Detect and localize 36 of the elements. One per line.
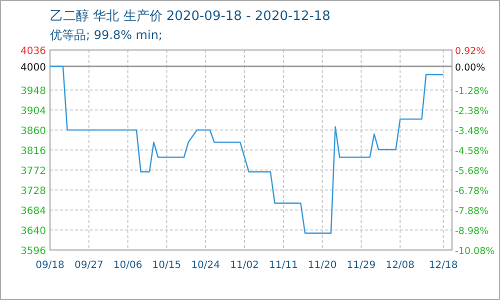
y2-tick-label: 0.92% (455, 46, 486, 57)
y2-tick-label: 0.00% (455, 62, 486, 74)
x-tick-label: 11/11 (269, 260, 298, 271)
y-tick-label: 3772 (20, 166, 46, 177)
chart-subtitle: 优等品; 99.8% min; (50, 28, 162, 42)
y2-tick-label: -3.48% (455, 126, 489, 137)
y2-tick-label: -7.88% (455, 206, 489, 217)
y2-tick-label: -4.58% (455, 146, 489, 157)
x-tick-label: 12/18 (428, 260, 458, 271)
x-tick-label: 10/15 (152, 260, 182, 271)
y-tick-label: 4000 (20, 62, 46, 74)
x-tick-label: 10/24 (191, 260, 220, 271)
y-tick-label: 3860 (20, 126, 46, 137)
y2-tick-label: -1.28% (455, 86, 489, 97)
chart-title: 乙二醇 华北 生产价 2020-09-18 - 2020-12-18 (50, 9, 330, 24)
x-tick-label: 12/08 (386, 260, 415, 271)
x-tick-label: 11/20 (308, 260, 337, 271)
y2-tick-label: -5.68% (455, 166, 489, 177)
y-tick-label: 3728 (20, 186, 46, 197)
y-tick-label: 3596 (20, 246, 46, 257)
x-tick-label: 10/06 (113, 260, 142, 271)
y-tick-label: 3816 (20, 146, 46, 157)
x-tick-label: 11/02 (230, 260, 259, 271)
y-tick-label: 3684 (20, 206, 46, 217)
line-series (49, 66, 444, 234)
x-tick-label: 09/27 (74, 260, 104, 271)
x-tick-label: 09/18 (36, 260, 64, 271)
y-tick-label: 3904 (20, 106, 46, 117)
y-tick-label: 3948 (20, 86, 46, 97)
y2-tick-label: -2.38% (455, 106, 489, 117)
y2-tick-label: -10.08% (455, 246, 495, 257)
x-tick-label: 11/29 (346, 260, 376, 271)
y2-tick-label: -8.98% (455, 226, 489, 237)
y-tick-label: 4036 (20, 46, 46, 57)
y-tick-label: 3640 (20, 226, 46, 237)
y2-tick-label: -6.78% (455, 186, 489, 197)
